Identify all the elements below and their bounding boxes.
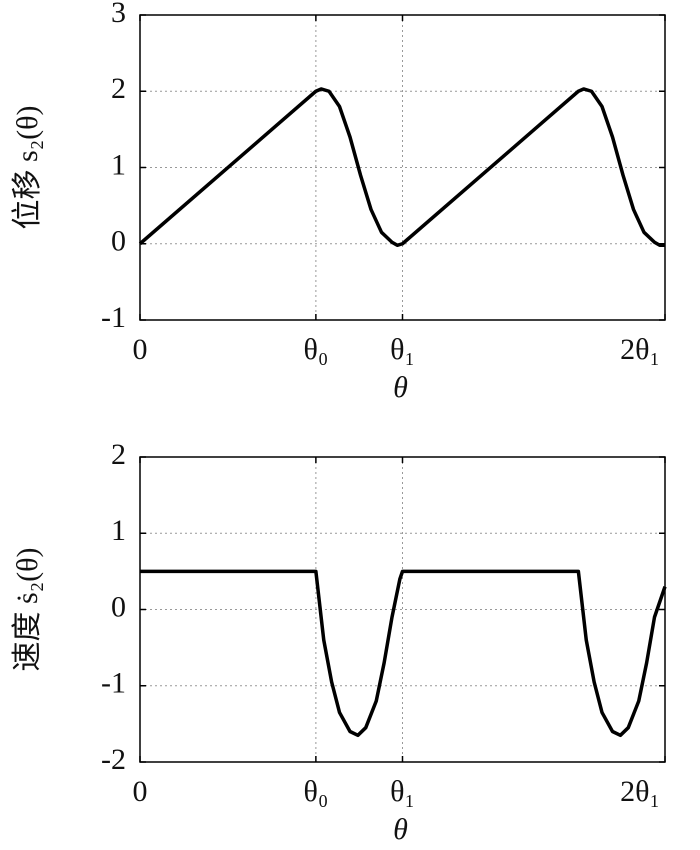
y-tick-label: -1 — [101, 667, 126, 700]
y-tick-label: 1 — [111, 514, 126, 547]
plot-frame — [139, 456, 666, 763]
x-tick-label: 2θ₁ — [620, 333, 660, 366]
x-tick-label: θ₁ — [390, 775, 415, 808]
x-tick-label: θ₀ — [303, 775, 328, 808]
x-tick-label: θ₁ — [390, 333, 415, 366]
y-tick-label: 0 — [111, 590, 126, 623]
x-tick-label: 0 — [133, 775, 148, 808]
x-tick-label: 0 — [133, 333, 148, 366]
x-axis-label: θ — [393, 371, 408, 404]
y-tick-label: -2 — [101, 743, 126, 776]
y-tick-label: -1 — [101, 301, 126, 334]
y-axis-label: 速度 ṡ₂(θ) — [11, 548, 44, 672]
y-tick-label: 0 — [111, 225, 126, 258]
y-tick-label: 3 — [111, 0, 126, 29]
y-tick-label: 2 — [111, 72, 126, 105]
x-tick-label: 2θ₁ — [620, 775, 660, 808]
y-tick-label: 1 — [111, 148, 126, 181]
x-tick-label: θ₀ — [303, 333, 328, 366]
data-line — [138, 87, 665, 248]
plot-frame — [139, 14, 666, 321]
y-tick-label: 2 — [111, 438, 126, 471]
y-axis-label: 位移 s₂(θ) — [11, 106, 44, 230]
data-line — [140, 569, 667, 738]
x-axis-label: θ — [393, 813, 408, 846]
